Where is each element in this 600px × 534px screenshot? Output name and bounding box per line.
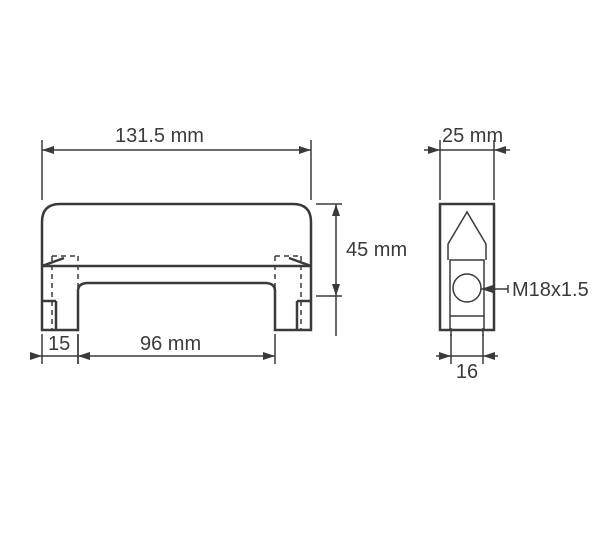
dimension-diagram: 131.5 mm 96 mm 15 45 mm 25 mm 16 M18x1.5 (0, 0, 600, 534)
dim-total-width: 131.5 mm (115, 125, 204, 147)
dim-thread: M18x1.5 (512, 279, 589, 301)
dim-side-foot: 16 (456, 361, 478, 383)
dim-foot-inset: 15 (48, 333, 70, 355)
dim-height: 45 mm (346, 239, 407, 261)
dim-pitch: 96 mm (140, 333, 201, 355)
dim-side-width: 25 mm (442, 125, 503, 147)
